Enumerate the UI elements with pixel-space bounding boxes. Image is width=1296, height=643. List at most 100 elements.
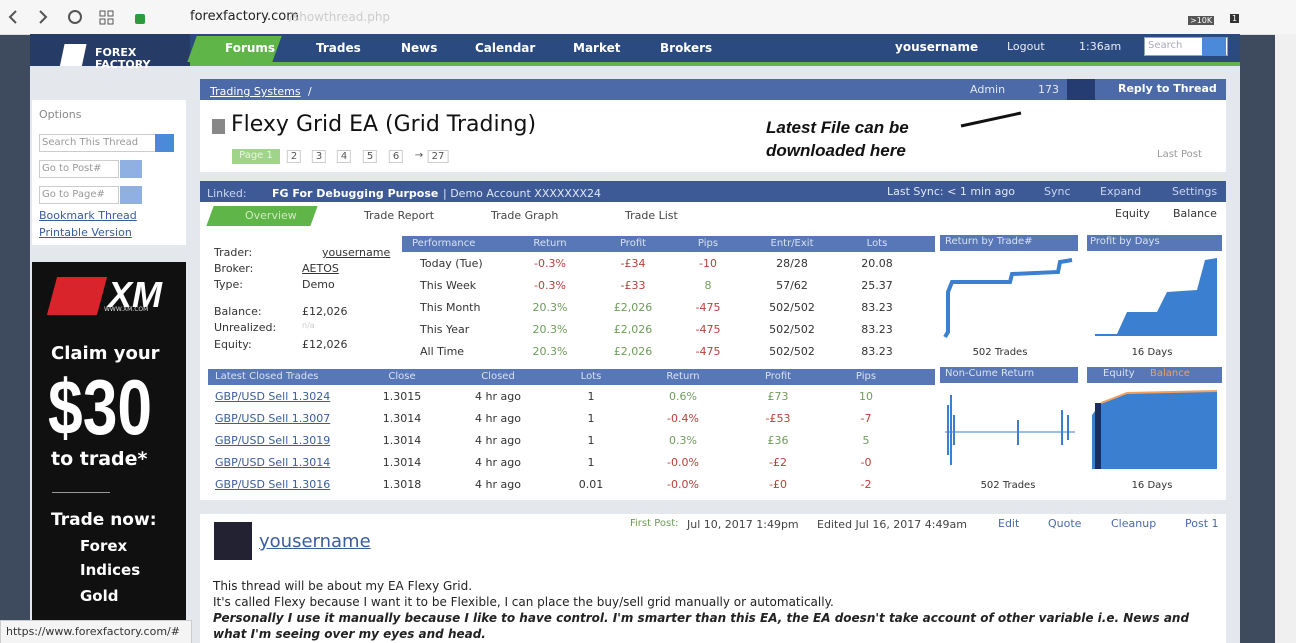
performance-cell: -475 (695, 301, 721, 314)
ad-brand[interactable]: XM (108, 274, 162, 315)
ad-logo-shape (46, 277, 108, 315)
trade-cell: -0 (860, 456, 872, 469)
period: Today (Tue) (420, 257, 483, 270)
thread-search-button[interactable] (155, 134, 174, 152)
ad-amount[interactable]: $30 (48, 363, 153, 451)
trade-cell: 4 hr ago (475, 456, 521, 469)
nav-item[interactable]: News (401, 41, 438, 55)
ad-item[interactable]: Forex (80, 537, 128, 555)
post-placeholder[interactable]: Go to Post# (42, 163, 102, 174)
page-link[interactable]: Page 1 (239, 150, 273, 161)
trade-cell: 4 hr ago (475, 390, 521, 403)
trade-cell: 4 hr ago (475, 412, 521, 425)
post-input[interactable] (39, 160, 119, 178)
page-input[interactable] (39, 186, 119, 204)
bookmark-link[interactable]: Bookmark Thread (39, 209, 137, 222)
chart4-header (1087, 367, 1222, 383)
post-action[interactable]: Edit (998, 517, 1020, 530)
page-go[interactable] (120, 186, 142, 204)
trader-value: Demo (302, 278, 335, 291)
ad-line[interactable]: Claim your (51, 343, 160, 364)
page-link[interactable]: 2 (286, 150, 302, 163)
panel-button[interactable]: Settings (1172, 185, 1218, 198)
annotation-arrow (960, 111, 1022, 128)
performance-cell: 502/502 (769, 323, 815, 336)
post-action[interactable]: Quote (1048, 517, 1082, 530)
trade-link[interactable]: GBP/USD Sell 1.3014 (215, 456, 331, 469)
nav-item[interactable]: Calendar (475, 41, 536, 55)
period: This Year (420, 323, 470, 336)
trader-value[interactable]: yousername (322, 246, 391, 259)
equity-option[interactable]: Equity (1115, 207, 1150, 220)
subscriber-count[interactable]: 173 (1038, 83, 1059, 96)
trade-link[interactable]: GBP/USD Sell 1.3019 (215, 434, 331, 447)
balance-option[interactable]: Balance (1173, 207, 1217, 220)
post-action[interactable]: Cleanup (1111, 517, 1157, 530)
trader-value[interactable]: AETOS (302, 262, 339, 275)
page-placeholder[interactable]: Go to Page# (42, 189, 105, 200)
chart-caption: 502 Trades (972, 347, 1028, 358)
tab[interactable]: Trade Report (364, 209, 435, 222)
ad-item[interactable]: Gold (80, 587, 119, 605)
trades-header: Return (666, 371, 700, 382)
search-placeholder[interactable]: Search This Thread (42, 137, 139, 148)
page-link[interactable]: 5 (362, 150, 378, 163)
search-button[interactable] (1202, 37, 1226, 56)
linked-name[interactable]: FG For Debugging Purpose (272, 187, 439, 200)
page-link[interactable]: 27 (427, 150, 449, 163)
performance-cell: 8 (704, 279, 712, 292)
thread-title: Flexy Grid EA (Grid Trading) (231, 112, 537, 137)
panel-button[interactable]: Sync (1044, 185, 1071, 198)
scrollbar[interactable] (1275, 34, 1296, 643)
ad-line[interactable]: to trade* (51, 448, 148, 470)
trade-link[interactable]: GBP/USD Sell 1.3024 (215, 390, 331, 403)
admin-button[interactable]: Admin (970, 83, 1006, 96)
breadcrumb[interactable]: Trading Systems (210, 85, 301, 98)
trader-value: n/a (302, 321, 315, 330)
panel-button[interactable]: Expand (1100, 185, 1142, 198)
post-user[interactable]: yousername (259, 531, 371, 552)
nav-item[interactable]: Forums (225, 41, 276, 55)
nav-item[interactable]: Market (573, 41, 621, 55)
trader-label: Type: (214, 278, 243, 291)
tab[interactable]: Trade Graph (491, 209, 559, 222)
last-post-link[interactable]: Last Post (1157, 149, 1202, 160)
printable-link[interactable]: Printable Version (39, 226, 132, 239)
tab[interactable]: Overview (245, 209, 297, 222)
ad-banner[interactable] (32, 262, 186, 620)
nav-item[interactable]: Trades (316, 41, 361, 55)
trade-link[interactable]: GBP/USD Sell 1.3007 (215, 412, 331, 425)
trade-cell: 0.6% (669, 390, 697, 403)
page-link[interactable]: 6 (388, 150, 404, 163)
ad-site[interactable]: WWW.XM.COM (104, 306, 149, 313)
performance-cell: -£33 (620, 279, 646, 292)
trader-value: £12,026 (302, 338, 348, 351)
chart-caption: 16 Days (1131, 347, 1173, 358)
mail-badge[interactable]: >10K (1188, 16, 1215, 25)
page-link[interactable]: 4 (336, 150, 352, 163)
trade-link[interactable]: GBP/USD Sell 1.3016 (215, 478, 331, 491)
performance-cell: £2,026 (613, 345, 653, 358)
chart3-header (940, 367, 1078, 383)
post-action[interactable]: Post 1 (1185, 517, 1219, 530)
trader-label: Equity: (214, 338, 252, 351)
period: All Time (420, 345, 465, 358)
nav-user[interactable]: yousername (895, 40, 979, 54)
logout-link[interactable]: Logout (1007, 40, 1045, 53)
post-go[interactable] (120, 160, 142, 178)
nav-item[interactable]: Brokers (660, 41, 713, 55)
trade-cell: 0.01 (578, 478, 604, 491)
ad-line[interactable]: Trade now: (51, 510, 157, 530)
tab[interactable]: Trade List (625, 209, 678, 222)
profit-by-days-chart (1095, 258, 1217, 336)
search-placeholder[interactable]: Search (1148, 40, 1183, 51)
page-link[interactable]: → (414, 150, 424, 161)
page-link[interactable]: 3 (311, 150, 327, 163)
reply-button[interactable]: Reply to Thread (1118, 82, 1217, 95)
annotation: Latest File can be (766, 118, 909, 137)
rss-button[interactable] (1067, 79, 1095, 100)
trades-header: Lots (580, 371, 602, 382)
ad-item[interactable]: Indices (80, 561, 141, 579)
ext-badge[interactable]: 1 (1230, 14, 1240, 23)
nav-time: 1:36am (1079, 40, 1122, 53)
